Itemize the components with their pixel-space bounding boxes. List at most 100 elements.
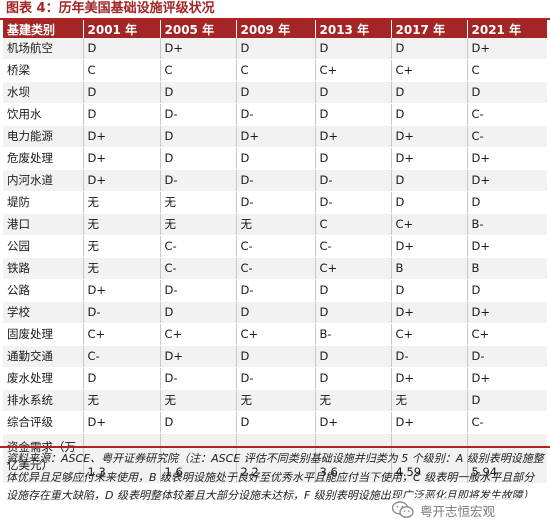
rating-cell: C: [467, 59, 547, 82]
table-row: 水坝 D D D D D D: [3, 81, 547, 104]
rating-cell: 无: [236, 389, 316, 412]
row-label: 饮用水: [3, 103, 84, 126]
rating-cell: D: [467, 81, 547, 104]
table-row: 废水处理 D D- D- D D+ D+: [3, 367, 547, 390]
rating-cell: D+: [391, 411, 468, 434]
rating-cell: 无: [160, 191, 237, 214]
rating-cell: D: [160, 301, 237, 324]
rating-cell: C+: [315, 59, 392, 82]
table-row: 排水系统无无无无无 D: [3, 389, 547, 412]
rating-cell: D: [391, 81, 468, 104]
rating-cell: D+: [160, 38, 237, 60]
table-row: 资金需求（万亿美元）1.31.62.23.64.595.94: [3, 433, 547, 484]
header-year: 2021 年: [467, 20, 547, 38]
rating-cell: D+: [160, 345, 237, 368]
row-label: 综合评级: [3, 411, 84, 434]
row-label: 资金需求（万亿美元）: [3, 433, 84, 484]
rating-cell: 无: [236, 213, 316, 236]
rating-cell: 3.6: [315, 433, 392, 484]
table-row: 饮用水 D D- D- D D C-: [3, 103, 547, 126]
rating-cell: D-: [467, 345, 547, 368]
rating-cell: 无: [160, 389, 237, 412]
note-rule: [0, 446, 550, 448]
rating-cell: D+: [236, 125, 316, 148]
rating-cell: D+: [467, 301, 547, 324]
rating-cell: C: [315, 213, 392, 236]
rating-cell: D: [160, 147, 237, 170]
rating-cell: D-: [236, 103, 316, 126]
rating-cell: D: [236, 301, 316, 324]
rating-cell: C-: [160, 235, 237, 258]
rating-cell: D: [467, 279, 547, 302]
rating-cell: D: [236, 81, 316, 104]
rating-cell: 1.3: [83, 433, 161, 484]
table-row: 机场航空 D D+ D D D D+: [3, 38, 547, 60]
table-row: 危废处理 D+ D D D D+ D+: [3, 147, 547, 170]
rating-cell: C: [236, 59, 316, 82]
rating-cell: D: [236, 38, 316, 60]
rating-cell: D-: [236, 191, 316, 214]
table-row: 学校 D- D D D D+ D+: [3, 301, 547, 324]
table-body: 机场航空 D D+ D D D D+ 桥梁 C C C C+ C+ C 水坝 D D D D D D 饮用水 D D- D- D D…: [3, 38, 547, 484]
rating-cell: B-: [315, 323, 392, 346]
rating-cell: D: [236, 345, 316, 368]
rating-cell: D-: [315, 191, 392, 214]
rating-cell: D: [315, 103, 392, 126]
rating-cell: D: [160, 125, 237, 148]
rating-cell: C-: [236, 235, 316, 258]
rating-cell: B: [467, 257, 547, 280]
rating-cell: D: [315, 147, 392, 170]
rating-cell: 无: [391, 389, 468, 412]
rating-cell: C: [160, 59, 237, 82]
rating-cell: D: [467, 389, 547, 412]
rating-cell: D-: [236, 169, 316, 192]
row-label: 固废处理: [3, 323, 84, 346]
rating-cell: C-: [315, 235, 392, 258]
table-row: 综合评级 D+ D D D+ D+ C-: [3, 411, 547, 434]
rating-cell: D+: [391, 125, 468, 148]
rating-cell: D: [236, 147, 316, 170]
rating-cell: C-: [467, 103, 547, 126]
rating-cell: D+: [391, 301, 468, 324]
rating-cell: 无: [83, 257, 161, 280]
rating-cell: D+: [83, 411, 161, 434]
rating-cell: C-: [236, 257, 316, 280]
rating-cell: D: [160, 411, 237, 434]
rating-cell: D: [391, 103, 468, 126]
row-label: 公园: [3, 235, 84, 258]
row-label: 通勤交通: [3, 345, 84, 368]
rating-cell: C: [83, 59, 161, 82]
rating-cell: D+: [391, 235, 468, 258]
rating-cell: D-: [83, 301, 161, 324]
rating-cell: C+: [83, 323, 161, 346]
rating-cell: D-: [236, 279, 316, 302]
row-label: 排水系统: [3, 389, 84, 412]
rating-cell: 无: [160, 213, 237, 236]
row-label: 学校: [3, 301, 84, 324]
rating-cell: D: [315, 345, 392, 368]
row-label: 公路: [3, 279, 84, 302]
rating-cell: D: [315, 38, 392, 60]
rating-cell: D+: [83, 169, 161, 192]
table-row: 港口无无无 C C+ B-: [3, 213, 547, 236]
rating-cell: B-: [467, 213, 547, 236]
rating-cell: D+: [467, 147, 547, 170]
rating-cell: 无: [83, 389, 161, 412]
rating-cell: C+: [467, 323, 547, 346]
row-label: 电力能源: [3, 125, 84, 148]
table-row: 电力能源 D+ D D+ D+ D+ C-: [3, 125, 547, 148]
title-rule: [0, 18, 550, 20]
table-header-row: 基建类别 2001 年 2005 年 2009 年 2013 年 2017 年 …: [3, 20, 547, 38]
rating-cell: D: [315, 81, 392, 104]
table-row: 桥梁 C C C C+ C+ C: [3, 59, 547, 82]
rating-cell: D: [83, 81, 161, 104]
rating-cell: D-: [391, 345, 468, 368]
rating-cell: D: [391, 279, 468, 302]
rating-cell: D-: [160, 103, 237, 126]
row-label: 机场航空: [3, 38, 84, 60]
rating-cell: C-: [83, 345, 161, 368]
rating-cell: D+: [83, 279, 161, 302]
table-row: 堤防无无 D- D- D D: [3, 191, 547, 214]
rating-cell: D+: [83, 147, 161, 170]
rating-cell: C-: [467, 125, 547, 148]
